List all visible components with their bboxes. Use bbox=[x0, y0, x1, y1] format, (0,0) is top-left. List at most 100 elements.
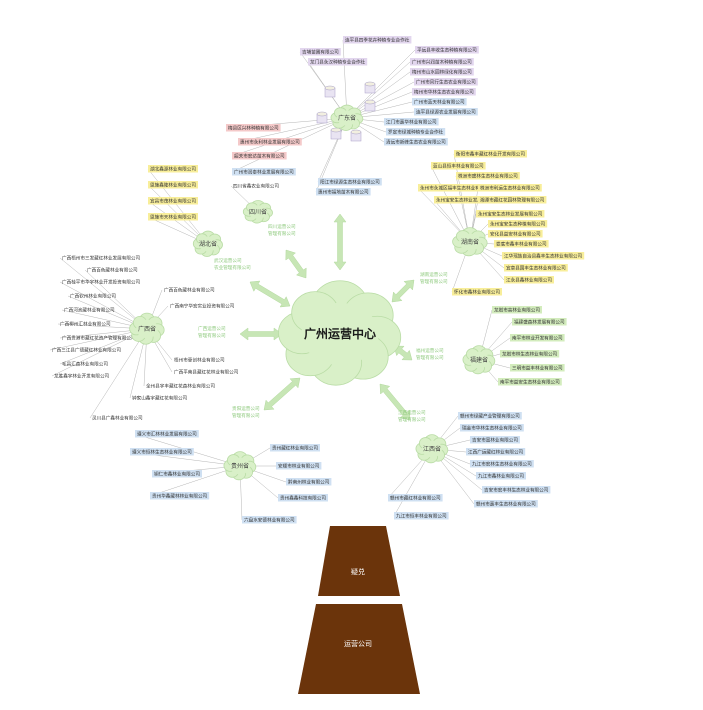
connector-line bbox=[59, 257, 148, 330]
company-label: 梅州市山水园林绿化有限公司 bbox=[412, 69, 472, 76]
arrow-caption: 广西运营公司 bbox=[198, 325, 226, 332]
company-label-bg bbox=[232, 152, 287, 160]
company-label: 江永县鑫林业有限公司 bbox=[506, 277, 552, 284]
company-label-bg bbox=[410, 68, 474, 76]
database-icon bbox=[330, 127, 342, 140]
database-icon bbox=[364, 99, 376, 112]
center-cloud bbox=[278, 280, 402, 386]
hub-children-jiangxi: 赣州市绿藏产业管理有限公司瑞金市华林生态林业有限公司吉安市富林业有限公司江西广运… bbox=[388, 412, 551, 520]
hub-children-hunan: 衡阳市鑫丰藏红林业开发有限公司蓝山县恒丰林业有限公司株洲市盛林生态林业有限公司永… bbox=[418, 150, 585, 296]
database-icon bbox=[364, 81, 376, 94]
hub-label: 广西省 bbox=[138, 325, 156, 333]
company-label-bg bbox=[316, 188, 371, 196]
connector-line bbox=[231, 117, 348, 157]
company-label: 瑞金市华林生态林业有限公司 bbox=[462, 425, 522, 432]
company-label: 全州县宇丰藏红花森林业有限公司 bbox=[146, 383, 215, 390]
company-label-bg bbox=[482, 486, 551, 494]
connector-line bbox=[149, 465, 241, 497]
company-label: 广西贵港市藏红花资产管理有限公司 bbox=[62, 335, 136, 342]
company-label: 吉埔苗圃有限公司 bbox=[302, 49, 339, 56]
company-label: 贵州鑫鑫科技有限公司 bbox=[280, 495, 326, 502]
hub-label: 湖北省 bbox=[199, 240, 217, 248]
company-label-bg bbox=[470, 460, 534, 468]
company-label-bg bbox=[412, 98, 467, 106]
company-label: 平远县丰收生态种植有限公司 bbox=[417, 47, 477, 54]
company-label-bg bbox=[504, 276, 554, 284]
double-arrow bbox=[285, 249, 307, 279]
company-label-bg bbox=[343, 36, 412, 44]
company-label-bg bbox=[384, 138, 448, 146]
company-label-bg bbox=[388, 494, 443, 502]
company-label-bg bbox=[488, 220, 548, 228]
company-label-bg bbox=[434, 196, 503, 204]
hub-cloud-jiangxi bbox=[415, 434, 449, 464]
arrow-caption: 福州运营公司 bbox=[416, 347, 444, 354]
company-label: 连平县绿源农业发展有限公司 bbox=[416, 109, 476, 116]
company-label: 怀化市鑫林业有限公司 bbox=[454, 289, 500, 296]
company-label-bg bbox=[278, 494, 328, 502]
company-label: 湘潭市藏红花园林管理有限公司 bbox=[480, 197, 545, 204]
hub-cloud-hubei bbox=[192, 230, 223, 257]
company-label: 广西柳州汇林业有限公司 bbox=[60, 321, 111, 328]
company-label: 衡阳市鑫丰藏红林业开发有限公司 bbox=[456, 151, 525, 158]
company-label: 广西桂平市华宇林业开发投资有限公司 bbox=[62, 279, 141, 286]
company-label: 永州宝安生态林业发展有限公司 bbox=[478, 211, 543, 218]
connector-line bbox=[346, 49, 416, 119]
company-label: 九江市恒丰林业有限公司 bbox=[396, 513, 447, 520]
company-label-bg bbox=[410, 58, 474, 66]
company-label: 四川省鑫农业有限公司 bbox=[233, 183, 279, 190]
hub-label: 贵州省 bbox=[231, 462, 249, 470]
company-label-bg bbox=[415, 46, 479, 54]
company-label: 宜章县国丰生态林业有限公司 bbox=[506, 265, 566, 272]
company-label-bg bbox=[150, 492, 210, 500]
company-label-bg bbox=[308, 58, 368, 66]
company-label: 梅州市华林生态农业有限公司 bbox=[414, 89, 474, 96]
arrow-caption: 贵阳运营公司 bbox=[232, 405, 260, 412]
company-label: 广西平南县藏红花林业有限公司 bbox=[174, 369, 239, 376]
company-label-bg bbox=[494, 240, 549, 248]
company-label: 遵义市汇林林业发展有限公司 bbox=[137, 431, 197, 438]
company-label: 广州市风行生态农业有限公司 bbox=[416, 79, 476, 86]
company-label: 广州市蓝天林业有限公司 bbox=[414, 99, 465, 106]
connector-line bbox=[147, 168, 209, 245]
company-label: 梧州市壹创林业有限公司 bbox=[174, 357, 225, 364]
company-label: 龙岩市林生态林业有限公司 bbox=[502, 351, 558, 358]
company-label: 连平县四季花卉种植专业合作社 bbox=[345, 37, 410, 44]
company-label-bg bbox=[512, 318, 567, 326]
company-label: 安顺市林业有限公司 bbox=[278, 463, 320, 470]
arrows bbox=[239, 213, 415, 421]
company-label: 吉安市宏丰林生态林业有限公司 bbox=[484, 487, 549, 494]
company-label-bg bbox=[414, 78, 478, 86]
company-label: 九江市宏林生态林业有限公司 bbox=[472, 461, 532, 468]
company-label-bg bbox=[270, 444, 320, 452]
hub-children-guangxi: 广西梧州市三发藏红林业发展有限公司广西百色藏林业有限公司广西桂平市华宇林业开发投… bbox=[52, 255, 239, 422]
arrow-caption: 四川运营公司 bbox=[268, 223, 296, 230]
company-label: 江门市嘉华林业有限公司 bbox=[386, 119, 437, 126]
company-label: 黔南州林业有限公司 bbox=[288, 479, 330, 486]
company-label: 惠州市福地苗木有限公司 bbox=[318, 189, 369, 196]
company-label-bg bbox=[135, 430, 199, 438]
company-label: 广西梧州市三发藏红林业发展有限公司 bbox=[62, 255, 141, 262]
company-label: 娄底市鑫丰林业有限公司 bbox=[496, 241, 547, 248]
company-label: 广州市兴润苗木种植有限公司 bbox=[412, 59, 472, 66]
hub-label: 广东省 bbox=[338, 114, 356, 122]
arrow-caption: 管理有限公司 bbox=[232, 412, 260, 419]
company-label-bg bbox=[474, 500, 538, 508]
company-label: 广西钦州林业有限公司 bbox=[70, 293, 116, 300]
company-label-bg bbox=[238, 138, 302, 146]
company-label-bg bbox=[242, 516, 297, 524]
company-label: 赣州市藏红林业有限公司 bbox=[390, 495, 441, 502]
company-label-bg bbox=[458, 412, 522, 420]
company-label: 惠州市永利林业发展有限公司 bbox=[240, 139, 300, 146]
company-label-bg bbox=[386, 128, 446, 136]
company-label-bg bbox=[394, 512, 449, 520]
company-label-bg bbox=[470, 436, 520, 444]
hub-cloud-guangxi bbox=[129, 312, 165, 345]
hub-label: 湖南省 bbox=[461, 238, 479, 246]
company-label: 韶关市宏达苗木有限公司 bbox=[234, 153, 285, 160]
company-label-bg bbox=[476, 472, 526, 480]
double-arrow bbox=[391, 279, 415, 303]
